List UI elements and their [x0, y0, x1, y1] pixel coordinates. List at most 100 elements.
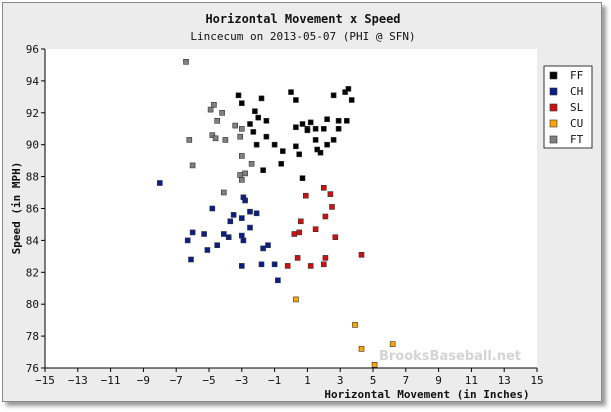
point-ch	[240, 237, 247, 244]
point-sl	[307, 263, 314, 269]
point-ff	[252, 108, 258, 114]
x-tick-label: 9	[435, 374, 442, 387]
point-ch	[239, 263, 245, 269]
point-sl	[294, 255, 301, 261]
point-sl	[327, 191, 334, 197]
point-ch	[184, 237, 191, 244]
point-ft	[239, 153, 245, 159]
point-ch	[239, 232, 245, 239]
point-ft	[214, 118, 220, 124]
x-tick-label: −15	[35, 374, 55, 387]
point-ff	[263, 118, 270, 124]
point-ch	[247, 208, 253, 215]
y-tick-label: 96	[26, 43, 39, 56]
watermark: BrooksBaseball.net	[379, 349, 521, 364]
legend: FF CH SL CU FT	[543, 65, 593, 149]
y-tick-label: 86	[26, 203, 39, 216]
point-ft	[221, 189, 227, 196]
chart-title: Horizontal Movement x Speed	[205, 12, 400, 26]
y-tick-label: 80	[26, 298, 39, 311]
point-ft	[207, 106, 214, 113]
point-sl	[296, 229, 303, 236]
point-ff	[258, 95, 265, 102]
point-ff	[271, 141, 278, 148]
y-axis-label: Speed (in MPH)	[10, 162, 23, 255]
point-ft	[239, 126, 245, 132]
point-cu	[293, 296, 299, 303]
point-ft	[237, 133, 243, 140]
point-ft	[211, 102, 217, 108]
point-ch	[209, 205, 216, 212]
point-ch	[260, 245, 266, 252]
point-ff	[335, 126, 342, 132]
x-tick-label: 13	[498, 374, 511, 387]
point-ff	[342, 89, 348, 95]
y-tick-label: 78	[26, 330, 39, 343]
point-ff	[293, 124, 299, 130]
point-ff	[278, 161, 285, 167]
point-sl	[322, 213, 329, 220]
point-ch	[258, 261, 265, 268]
point-ft	[212, 135, 219, 142]
point-ft	[183, 58, 189, 65]
legend-swatch-ft	[549, 135, 558, 144]
y-tick-label: 92	[26, 107, 39, 120]
point-ff	[304, 127, 311, 134]
x-tick-label: 5	[370, 374, 377, 387]
point-ch	[247, 224, 253, 231]
data-points	[157, 58, 396, 368]
x-tick-label: −11	[101, 374, 121, 387]
x-tick-label: −7	[170, 374, 183, 387]
legend-swatch-ff	[549, 71, 558, 80]
point-cu	[352, 322, 358, 328]
x-tick-label: −1	[268, 374, 281, 387]
point-ff	[293, 97, 299, 103]
point-ft	[222, 137, 229, 143]
x-axis-label: Horizontal Movement (in Inches)	[324, 388, 529, 401]
point-ff	[324, 116, 330, 122]
point-ch	[227, 218, 234, 225]
point-ff	[330, 92, 337, 99]
point-ff	[255, 114, 261, 121]
point-sl	[302, 192, 309, 199]
point-ch	[189, 229, 196, 236]
point-ch	[230, 212, 237, 218]
point-ff	[330, 137, 337, 143]
point-ff	[260, 167, 266, 173]
point-ff	[253, 141, 260, 148]
point-ff	[235, 92, 242, 99]
point-ff	[288, 89, 294, 95]
point-ff	[335, 118, 342, 124]
point-sl	[320, 185, 327, 191]
x-tick-label: 7	[402, 374, 409, 387]
point-ff	[314, 146, 321, 153]
y-tick-label: 76	[26, 362, 39, 375]
y-tick-label: 82	[26, 266, 39, 279]
legend-swatch-sl	[549, 103, 558, 112]
point-ff	[343, 118, 350, 124]
legend-label-sl: SL	[570, 101, 584, 114]
point-ff	[324, 141, 330, 148]
point-cu	[371, 361, 378, 368]
point-ch	[201, 231, 207, 237]
y-tick-label: 90	[26, 139, 39, 152]
point-ch	[275, 277, 281, 284]
point-ff	[299, 175, 306, 181]
point-ff	[312, 126, 319, 132]
point-ch	[239, 215, 245, 221]
point-ft	[219, 110, 225, 116]
point-sl	[320, 261, 327, 268]
point-sl	[358, 252, 365, 258]
x-tick-label: −5	[202, 374, 215, 387]
point-ch	[204, 247, 211, 253]
point-sl	[291, 231, 298, 237]
point-ff	[247, 121, 253, 127]
x-tick-label: −9	[137, 374, 150, 387]
point-sl	[332, 234, 339, 240]
point-ch	[271, 261, 278, 268]
legend-label-ff: FF	[570, 69, 583, 82]
point-ch	[214, 242, 220, 248]
x-tick-label: 3	[337, 374, 344, 387]
point-cu	[358, 346, 365, 352]
